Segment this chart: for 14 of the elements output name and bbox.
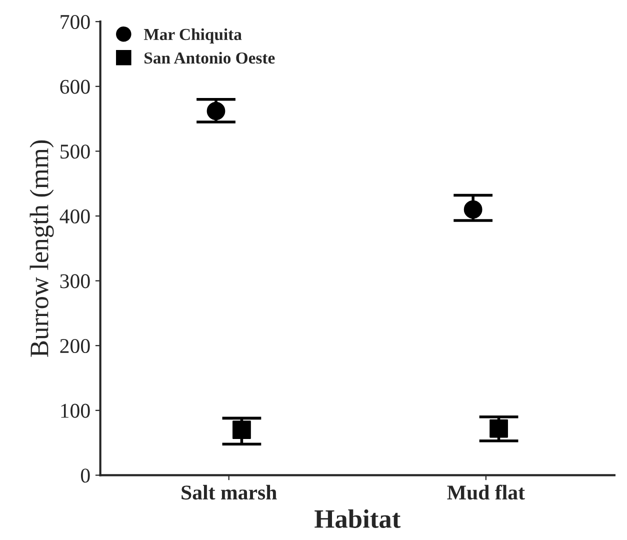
- y-axis-title: Burrow length (mm): [30, 140, 54, 357]
- y-tick-label: 200: [60, 338, 90, 354]
- y-tick-label: 600: [60, 80, 90, 94]
- y-tick-label: 0: [80, 468, 90, 483]
- x-axis-title: Habitat: [314, 509, 401, 528]
- y-tick-label: 300: [60, 274, 90, 288]
- x-tick-label: Salt marsh: [182, 484, 277, 500]
- y-tick-label: 700: [60, 14, 90, 30]
- y-tick-label: 500: [60, 144, 90, 159]
- legend-label: Mar Chiquita: [144, 28, 242, 44]
- y-tick-label: 100: [61, 404, 90, 418]
- legend-label: San Antonio Oeste: [144, 52, 275, 64]
- x-tick-label: Mud flat: [447, 484, 525, 500]
- y-tick-label: 400: [60, 209, 90, 224]
